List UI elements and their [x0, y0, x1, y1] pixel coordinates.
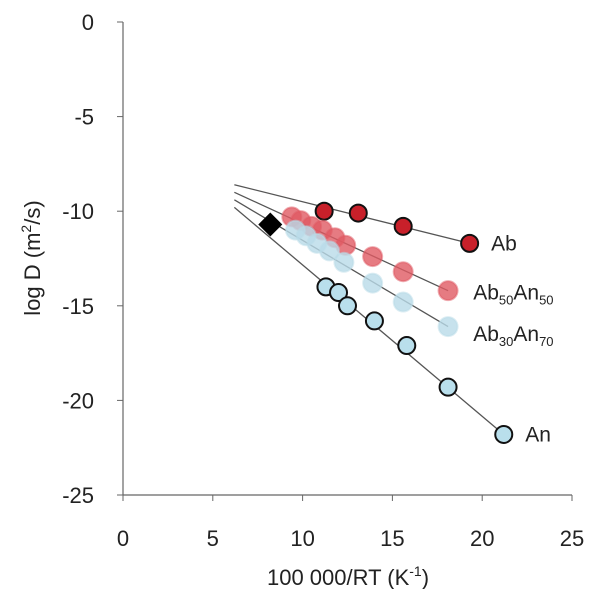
data-point — [437, 280, 459, 302]
y-tick-label: -20 — [62, 388, 94, 413]
y-tick-label: -5 — [74, 105, 94, 130]
data-point — [348, 203, 368, 223]
data-point — [494, 424, 514, 444]
y-tick-label: -25 — [62, 483, 94, 508]
tick-labels: 0 5 10 15 20 25 0 -5 -10 -15 -20 -25 — [62, 10, 584, 551]
x-tick-label: 25 — [560, 526, 584, 551]
data-point — [397, 336, 417, 356]
data-point — [438, 377, 458, 397]
data-point — [319, 240, 341, 262]
data-point — [392, 291, 414, 313]
x-tick-label: 15 — [380, 526, 404, 551]
data-point — [329, 283, 349, 303]
x-tick-label: 5 — [207, 526, 219, 551]
x-axis-title: 100 000/RT (K-1) — [267, 563, 429, 589]
x-tick-label: 20 — [470, 526, 494, 551]
data-points — [258, 201, 514, 444]
data-point — [393, 216, 413, 236]
data-point — [314, 201, 334, 221]
data-point — [362, 246, 384, 268]
data-point — [338, 296, 357, 316]
data-point — [364, 311, 384, 331]
axes — [117, 21, 573, 501]
series-labels: Ab Ab50An50 Ab30An70 An — [473, 232, 553, 446]
y-tick-label: -10 — [62, 199, 94, 224]
x-tick-label: 10 — [290, 526, 314, 551]
series-label: An — [525, 423, 551, 446]
data-point — [437, 316, 459, 338]
data-point — [460, 233, 480, 253]
y-tick-label: 0 — [82, 10, 94, 35]
y-tick-label: -15 — [62, 294, 94, 319]
data-point — [392, 261, 414, 283]
series-label: Ab — [491, 232, 517, 255]
series-label: Ab30An70 — [473, 323, 553, 349]
y-axis-title: log D (m2/s) — [18, 200, 45, 315]
diamond-marker — [258, 212, 283, 237]
x-tick-label: 0 — [117, 526, 129, 551]
series-label: Ab50An50 — [473, 282, 553, 308]
data-point — [333, 251, 355, 273]
data-point — [362, 272, 384, 294]
